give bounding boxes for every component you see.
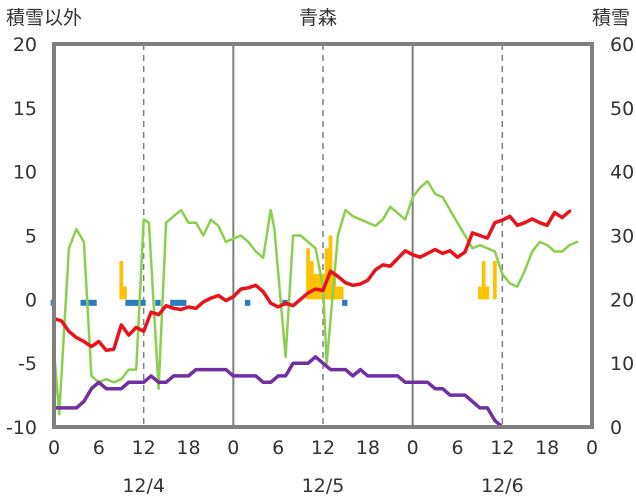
sunshine-mark — [80, 299, 90, 306]
series-lines — [52, 179, 579, 429]
precipitation-bar — [336, 286, 340, 300]
right-tick-label: 40 — [610, 162, 634, 184]
left-tick-label: 10 — [13, 162, 37, 184]
sunshine-mark — [87, 299, 97, 306]
precipitation-bar — [309, 261, 314, 300]
precipitation-bar — [328, 235, 333, 300]
chart-title: 青森 — [299, 7, 337, 29]
x-axis-ticks: 0 6 12 18 0 6 12 18 0 6 12 18 0 — [48, 437, 598, 459]
x-tick-label: 6 — [272, 437, 284, 459]
precipitation-bar — [317, 273, 322, 300]
left-tick-label: 0 — [25, 289, 37, 311]
x-tick-label: 6 — [93, 437, 105, 459]
x-tick-label: 6 — [451, 437, 463, 459]
x-tick-label: 12 — [132, 437, 156, 459]
right-axis-ticks: 60 50 40 30 20 10 0 — [610, 34, 634, 439]
date-label: 12/5 — [302, 475, 345, 497]
sunshine-mark — [170, 299, 179, 306]
precipitation-bar — [492, 261, 497, 300]
left-tick-label: -10 — [6, 417, 37, 439]
left-tick-label: -5 — [18, 353, 37, 375]
precipitation-bar — [339, 286, 344, 300]
sunshine-mark — [177, 299, 187, 306]
left-axis-label: 積雪以外 — [6, 7, 82, 29]
sunshine-mark — [244, 299, 251, 306]
x-tick-label: 18 — [176, 437, 200, 459]
precipitation-bar — [119, 261, 124, 300]
precipitation-bars — [119, 235, 497, 300]
right-tick-label: 60 — [610, 34, 634, 56]
left-tick-label: 5 — [25, 226, 37, 248]
precipitation-bar — [481, 261, 486, 300]
right-tick-label: 10 — [610, 353, 634, 375]
date-label: 12/6 — [481, 475, 524, 497]
x-tick-label: 0 — [227, 437, 239, 459]
x-tick-label: 0 — [48, 437, 60, 459]
precipitation-bar — [313, 273, 318, 300]
left-tick-label: 15 — [13, 98, 37, 120]
x-tick-label: 0 — [586, 437, 598, 459]
sunshine-mark — [140, 299, 146, 306]
precipitation-bar — [485, 286, 490, 300]
right-tick-label: 0 — [610, 417, 622, 439]
precipitation-bar — [324, 248, 329, 300]
right-axis-label: 積雪 — [592, 7, 630, 29]
date-labels: 12/4 12/5 12/6 — [122, 475, 523, 497]
x-tick-label: 0 — [407, 437, 419, 459]
precipitation-bar — [306, 248, 310, 300]
left-axis-ticks: 20 15 10 5 0 -5 -10 — [6, 34, 37, 439]
wind-line — [52, 355, 579, 429]
right-tick-label: 50 — [610, 98, 634, 120]
sunshine-mark — [132, 299, 142, 306]
snow-depth-line — [52, 179, 579, 416]
sunshine-mark — [342, 299, 348, 306]
x-tick-label: 12 — [311, 437, 335, 459]
date-label: 12/4 — [122, 475, 165, 497]
right-tick-label: 30 — [610, 226, 634, 248]
x-tick-label: 12 — [490, 437, 514, 459]
left-tick-label: 20 — [13, 34, 37, 56]
x-tick-label: 18 — [535, 437, 559, 459]
x-tick-label: 18 — [356, 437, 380, 459]
precipitation-bar — [123, 286, 127, 300]
temperature-line — [52, 209, 572, 353]
sunshine-mark — [155, 299, 161, 306]
sunshine-mark — [125, 299, 135, 306]
precipitation-bar — [478, 286, 482, 300]
plot-frame — [52, 42, 594, 429]
right-tick-label: 20 — [610, 289, 634, 311]
